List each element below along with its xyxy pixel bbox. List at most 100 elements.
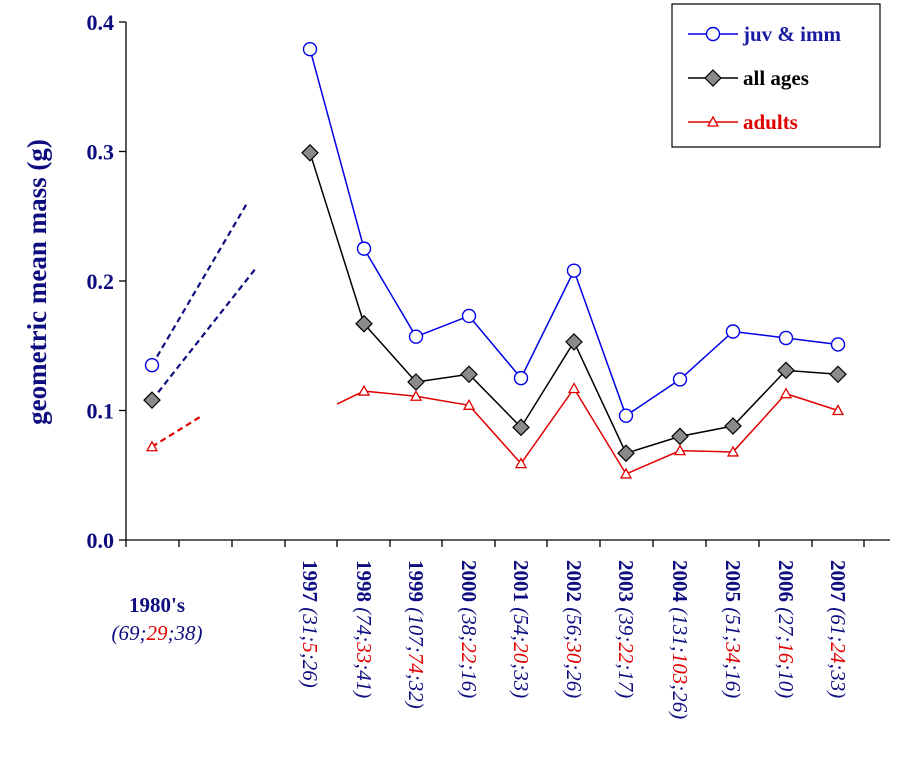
sample-size-part: ;	[826, 635, 850, 642]
sample-size-part: ;	[826, 663, 850, 670]
sample-size-part: 26	[562, 670, 586, 692]
sample-size-part: 26	[298, 660, 322, 682]
sample-size-part: 69	[119, 621, 141, 645]
sample-size-part: )	[404, 701, 428, 709]
sample-size-part: 131	[668, 614, 692, 646]
data-point	[831, 404, 845, 416]
legend-label: juv & imm	[742, 22, 841, 46]
sample-size-part: (	[352, 602, 376, 616]
data-point	[565, 333, 583, 351]
sample-size-part: ;	[509, 663, 533, 670]
sample-size-part: ;	[774, 635, 798, 642]
year-label: 1997	[298, 560, 322, 602]
sample-size-part: ;	[352, 635, 376, 642]
y-tick-label: 0.4	[87, 10, 115, 35]
category-label: 2007 (61;24;33)	[826, 560, 850, 698]
sample-size-part: 74	[404, 653, 428, 675]
sample-size-part: )	[614, 690, 638, 698]
year-label: 2007	[826, 560, 850, 602]
category-label: 2002 (56;30;26)	[562, 560, 586, 698]
sample-size-part: )	[352, 690, 376, 698]
data-point	[462, 398, 476, 410]
sample-size-part: 34	[721, 641, 745, 664]
legend-label: all ages	[743, 66, 809, 90]
sample-size-part: ;	[457, 663, 481, 670]
sample-size-part: 29	[147, 621, 169, 645]
data-point	[567, 382, 581, 394]
sample-size-part: (	[509, 602, 533, 616]
sample-size-part: )	[774, 690, 798, 698]
data-point	[673, 444, 687, 456]
sample-size-part: (	[112, 621, 121, 645]
category-labels: 1980's(69;29;38)1997 (31;5;26)1998 (74;3…	[112, 560, 851, 719]
year-label: 2004	[668, 560, 692, 603]
legend-marker	[706, 115, 720, 127]
sample-size-part: 41	[352, 670, 376, 691]
data-point	[461, 308, 477, 324]
sample-size-part: )	[509, 690, 533, 698]
sample-size-part: 32	[404, 680, 428, 703]
legend-marker	[705, 26, 721, 42]
sample-size-part: 33	[352, 641, 376, 663]
sample-sizes-label: (69;29;38)	[112, 621, 203, 645]
sample-size-part: 22	[614, 642, 638, 664]
year-label: 2006	[774, 560, 798, 602]
data-point	[144, 357, 160, 373]
data-point	[357, 384, 371, 396]
trend-dashed-line	[151, 416, 201, 448]
data-point	[512, 418, 530, 437]
sample-size-part: ;	[668, 646, 692, 653]
year-label: 2001	[509, 560, 533, 602]
sample-size-part: )	[457, 690, 481, 698]
sample-size-part: ;	[562, 635, 586, 642]
data-point	[566, 263, 582, 278]
plot-area	[143, 41, 847, 479]
sample-size-part: (	[826, 602, 850, 616]
data-point	[829, 365, 847, 384]
sample-size-part: )	[298, 680, 322, 688]
legend-marker	[704, 69, 722, 87]
category-label: 1997 (31;5;26)	[298, 560, 322, 688]
trend-dashed-line	[151, 202, 248, 366]
data-point	[514, 457, 528, 469]
category-label: 2001 (54;20;33)	[509, 560, 533, 698]
year-label: 2000	[457, 560, 481, 602]
year-label: 1998	[352, 560, 376, 602]
data-point	[460, 365, 478, 384]
sample-size-part: ;	[668, 684, 692, 691]
legend: juv & imm all ages adults	[671, 3, 881, 148]
sample-size-part: ;	[457, 635, 481, 642]
sample-size-part: 16	[774, 642, 798, 664]
data-point	[513, 370, 529, 386]
sample-size-part: ;	[404, 646, 428, 653]
sample-size-part: ;	[721, 663, 745, 670]
sample-size-part: ;	[614, 663, 638, 670]
category-label: 1999 (107;74;32)	[404, 560, 428, 709]
sample-size-part: 38	[174, 621, 197, 645]
data-point	[726, 445, 740, 457]
sample-size-part: 31	[298, 613, 322, 635]
sample-size-part: (	[457, 602, 481, 616]
sample-size-part: 61	[826, 614, 850, 635]
sample-size-part: 17	[614, 670, 638, 693]
data-point	[356, 241, 372, 256]
data-point	[301, 143, 319, 162]
sample-size-part: ;	[298, 635, 322, 642]
year-label: 2002	[562, 560, 586, 602]
data-point	[725, 324, 741, 339]
series-line	[336, 387, 839, 475]
sample-size-part: 16	[721, 670, 745, 692]
y-tick-label: 0.2	[87, 269, 115, 294]
sample-size-part: 22	[457, 642, 481, 664]
sample-size-part: 33	[509, 669, 533, 691]
sample-size-part: 103	[668, 653, 692, 685]
sample-size-part: 27	[774, 614, 798, 637]
data-point	[409, 389, 423, 401]
data-point	[778, 330, 794, 346]
data-point	[143, 391, 161, 409]
sample-size-part: )	[721, 690, 745, 698]
y-axis-label: geometric mean mass (g)	[22, 139, 52, 425]
sample-size-part: (	[721, 602, 745, 616]
category-label: 1980's	[129, 593, 185, 617]
